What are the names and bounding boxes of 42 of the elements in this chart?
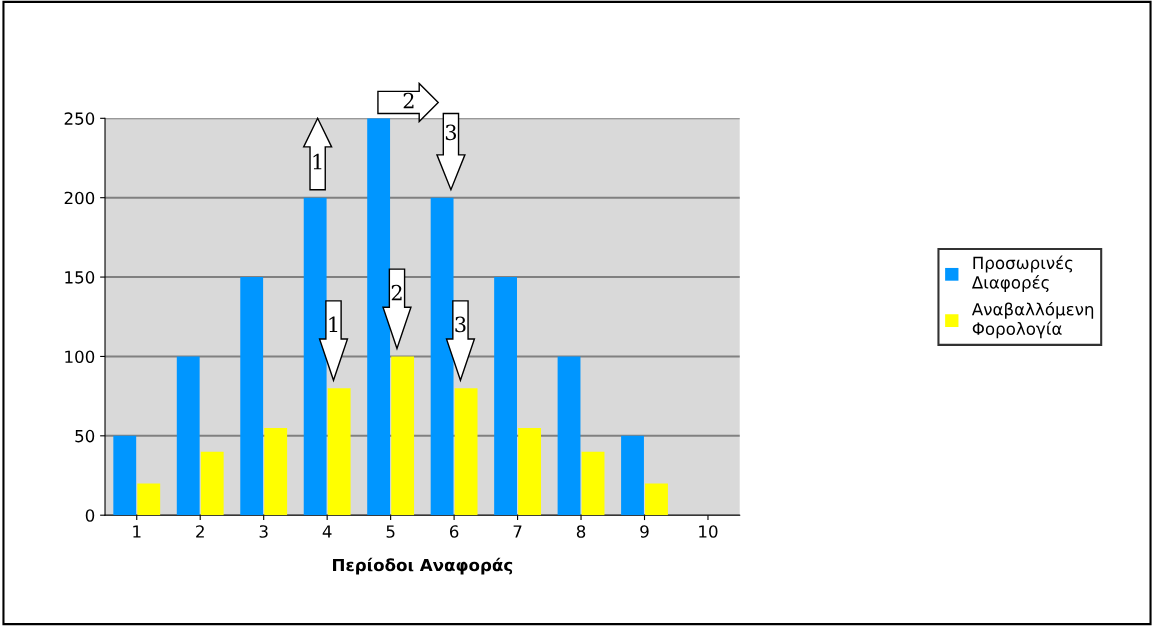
y-tick-label: 100 xyxy=(65,350,95,364)
x-tick-label: 4 xyxy=(322,525,332,538)
bar xyxy=(303,197,327,516)
x-axis-title: Περίοδοι Αναφοράς xyxy=(333,557,513,575)
x-tick-label: 2 xyxy=(196,525,204,538)
bar xyxy=(327,388,351,516)
bar xyxy=(645,483,668,516)
bar xyxy=(137,483,161,516)
bar xyxy=(200,451,224,516)
y-tick-label: 200 xyxy=(64,191,95,205)
annotation: 2 xyxy=(391,284,402,301)
bar xyxy=(621,435,644,516)
bar xyxy=(176,356,200,516)
y-tick-label: 250 xyxy=(64,112,95,125)
y-tick-label: 0 xyxy=(85,509,95,522)
legend-label: Προσωρινές Διαφορές xyxy=(971,255,1073,292)
x-tick-label: 10 xyxy=(699,525,718,538)
bar xyxy=(518,427,541,516)
annotation: 1 xyxy=(313,153,322,170)
x-tick-label: 5 xyxy=(386,525,395,538)
bar xyxy=(391,356,415,516)
bar xyxy=(264,427,288,516)
x-tick-label: 7 xyxy=(513,525,522,538)
annotation: 3 xyxy=(455,316,466,333)
bar xyxy=(454,388,478,516)
bar xyxy=(240,277,264,516)
bar xyxy=(430,197,454,516)
y-tick-label: 50 xyxy=(75,429,95,443)
x-tick-label: 3 xyxy=(259,525,268,538)
x-tick-label: 9 xyxy=(640,525,649,538)
y-tick-label: 150 xyxy=(65,271,95,284)
bar xyxy=(581,451,605,516)
bar xyxy=(113,435,137,516)
x-tick-label: 8 xyxy=(576,525,586,538)
x-tick-label: 1 xyxy=(133,525,141,538)
x-tick-label: 6 xyxy=(449,525,459,538)
bar xyxy=(494,277,517,516)
annotation: 1 xyxy=(329,316,338,333)
annotation: 2 xyxy=(403,92,414,109)
legend-label: Αναβαλλόμενη Φορολογία xyxy=(971,301,1094,339)
annotation: 3 xyxy=(445,124,457,141)
bar xyxy=(557,356,581,516)
